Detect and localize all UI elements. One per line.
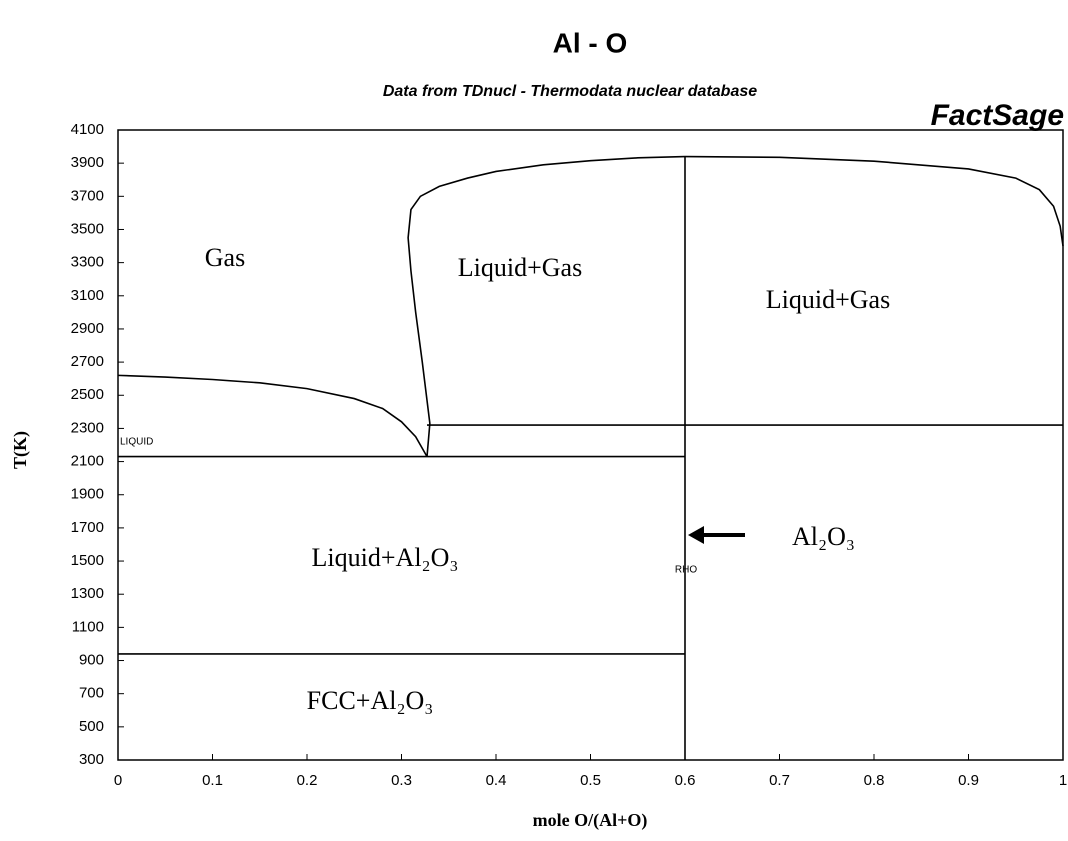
region-label: Liquid+Al₂O₃	[312, 543, 459, 572]
x-tick-label: 0.5	[580, 772, 601, 789]
y-tick-label: 3700	[71, 187, 104, 204]
region-label: Liquid+Gas	[766, 285, 890, 314]
plot-frame	[117, 129, 1064, 761]
x-tick-label: 0.4	[486, 772, 507, 789]
y-tick-label: 3100	[71, 287, 104, 304]
y-tick-label: 3300	[71, 254, 104, 271]
y-tick-label: 2900	[71, 320, 104, 337]
y-tick-label: 3900	[71, 154, 104, 171]
y-tick-label: 1500	[71, 552, 104, 569]
phase-boundary	[117, 374, 428, 458]
x-tick-label: 0.7	[769, 772, 790, 789]
y-tick-label: 2100	[71, 453, 104, 470]
x-tick-label: 0.9	[958, 772, 979, 789]
region-label: LIQUID	[120, 437, 153, 448]
phase-boundary	[407, 155, 686, 457]
y-tick-label: 3500	[71, 220, 104, 237]
y-tick-label: 700	[79, 685, 104, 702]
x-axis-label: mole O/(Al+O)	[533, 810, 648, 831]
x-tick-label: 0.1	[202, 772, 223, 789]
x-tick-label: 0.6	[675, 772, 696, 789]
x-tick-label: 0.8	[864, 772, 885, 789]
y-tick-label: 300	[79, 751, 104, 768]
region-label: RHO	[675, 565, 697, 576]
region-label: FCC+Al₂O₃	[307, 686, 434, 715]
y-tick-label: 2700	[71, 353, 104, 370]
x-tick-label: 1	[1059, 772, 1067, 789]
chart-subtitle: Data from TDnucl - Thermodata nuclear da…	[383, 83, 757, 100]
region-label: Liquid+Gas	[458, 253, 582, 282]
chart-title: Al - O	[553, 27, 628, 58]
y-tick-label: 500	[79, 718, 104, 735]
brand: FactSage	[931, 99, 1064, 132]
y-tick-label: 1100	[72, 618, 104, 635]
arrow-head	[688, 526, 704, 544]
x-tick-label: 0.2	[297, 772, 318, 789]
x-tick-label: 0	[114, 772, 122, 789]
region-label: Al₂O₃	[792, 522, 855, 551]
y-tick-label: 1300	[71, 585, 104, 602]
y-axis-label: T(K)	[10, 431, 31, 469]
y-tick-label: 1900	[71, 486, 104, 503]
y-tick-label: 2300	[71, 419, 104, 436]
region-label: Gas	[205, 243, 245, 272]
y-tick-label: 900	[79, 651, 104, 668]
phase-boundary	[684, 155, 1064, 247]
x-tick-label: 0.3	[391, 772, 412, 789]
y-tick-label: 1700	[71, 519, 104, 536]
y-tick-label: 4100	[71, 121, 104, 138]
y-tick-label: 2500	[71, 386, 104, 403]
